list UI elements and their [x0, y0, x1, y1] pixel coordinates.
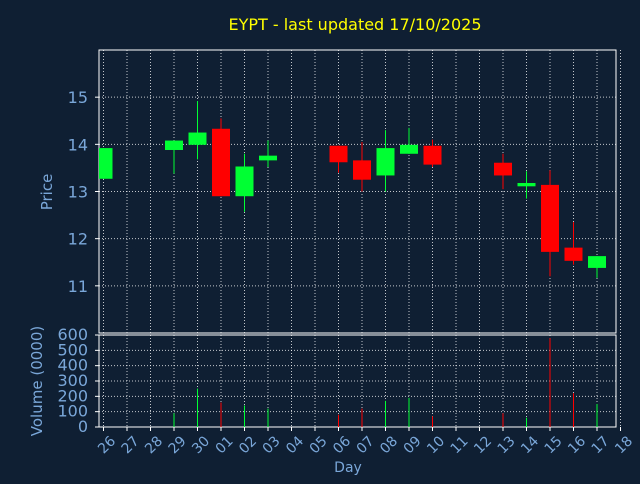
- x-tick-label: 27: [119, 433, 143, 457]
- candle-body: [212, 128, 230, 197]
- x-tick-label: 09: [401, 433, 425, 457]
- candle-up: [165, 140, 183, 174]
- candle-body: [259, 155, 277, 161]
- x-tick-label: 07: [354, 433, 378, 457]
- x-tick-label: 17: [589, 433, 613, 457]
- volume-tick-label: 600: [57, 325, 88, 344]
- volume-tick-label: 300: [57, 371, 88, 390]
- candle-up: [400, 127, 418, 154]
- price-tick-label: 12: [68, 230, 88, 249]
- x-tick-label: 28: [142, 433, 166, 457]
- x-tick-label: 03: [260, 433, 284, 457]
- x-tick-label: 01: [213, 433, 237, 457]
- x-axis-label: Day: [334, 460, 362, 476]
- candle-down: [423, 139, 442, 167]
- chart-title: EYPT - last updated 17/10/2025: [228, 15, 481, 34]
- candle-down: [329, 145, 348, 173]
- x-tick-label: 04: [283, 433, 307, 457]
- price-axis-label: Price: [38, 174, 56, 211]
- candle-up: [188, 100, 207, 160]
- volume-tick-label: 200: [57, 386, 88, 405]
- candle-up: [259, 140, 277, 167]
- x-tick-label: 26: [95, 433, 119, 457]
- x-tick-label: 29: [166, 433, 190, 457]
- candlesticks: [99, 100, 606, 278]
- volume-tick-label: 400: [57, 356, 88, 375]
- price-panel: 11 12 13 14 15 Price: [38, 49, 621, 334]
- volume-tick-label: 500: [57, 340, 88, 359]
- x-axis-ticks: 26 27 28 29 30 01 02 03 04 05 06 07 08 09 10 11 12 13 14 15…: [95, 427, 636, 457]
- x-tick-label: 10: [424, 433, 448, 457]
- price-tick-label: 11: [68, 277, 88, 296]
- candle-body: [400, 144, 418, 154]
- candle-body: [376, 148, 395, 176]
- candle-up: [517, 171, 536, 199]
- candle-up: [99, 148, 113, 179]
- candle-body: [165, 140, 183, 150]
- candle-up: [235, 153, 254, 212]
- x-tick-label: 12: [471, 433, 495, 457]
- x-tick-label: 11: [448, 433, 472, 457]
- candle-down: [564, 222, 583, 265]
- candle-body: [329, 145, 348, 163]
- candle-body: [494, 162, 512, 176]
- volume-axis-label: Volume (0000): [28, 326, 46, 436]
- candle-down: [212, 118, 230, 197]
- price-tick-label: 15: [68, 88, 88, 107]
- price-tick-label: 13: [68, 183, 88, 202]
- price-tick-label: 14: [68, 135, 88, 154]
- candle-down: [353, 141, 371, 192]
- candle-body: [541, 184, 559, 252]
- volume-bars: [173, 338, 598, 427]
- candle-up: [376, 130, 395, 192]
- candle-down: [494, 153, 512, 190]
- volume-tick-label: 100: [57, 402, 88, 421]
- candle-body: [564, 247, 583, 261]
- x-tick-label: 15: [542, 433, 566, 457]
- x-tick-label: 08: [377, 433, 401, 457]
- candle-body: [99, 148, 113, 179]
- x-tick-label: 30: [189, 433, 213, 457]
- x-tick-label: 14: [518, 433, 542, 457]
- x-tick-label: 13: [495, 433, 519, 457]
- candle-body: [353, 160, 371, 180]
- candle-down: [541, 170, 559, 277]
- candle-body: [588, 256, 606, 268]
- candle-body: [423, 145, 442, 165]
- x-tick-label: 18: [612, 433, 636, 457]
- candle-body: [235, 166, 254, 197]
- volume-grid: [99, 335, 621, 427]
- candle-body: [188, 132, 207, 145]
- x-tick-label: 16: [565, 433, 589, 457]
- price-y-ticks: 11 12 13 14 15: [68, 88, 99, 296]
- volume-tick-label: 0: [78, 417, 88, 436]
- x-tick-label: 05: [307, 433, 331, 457]
- candle-body: [517, 183, 536, 187]
- x-tick-label: 02: [236, 433, 260, 457]
- x-tick-label: 06: [330, 433, 354, 457]
- candle-up: [588, 256, 606, 278]
